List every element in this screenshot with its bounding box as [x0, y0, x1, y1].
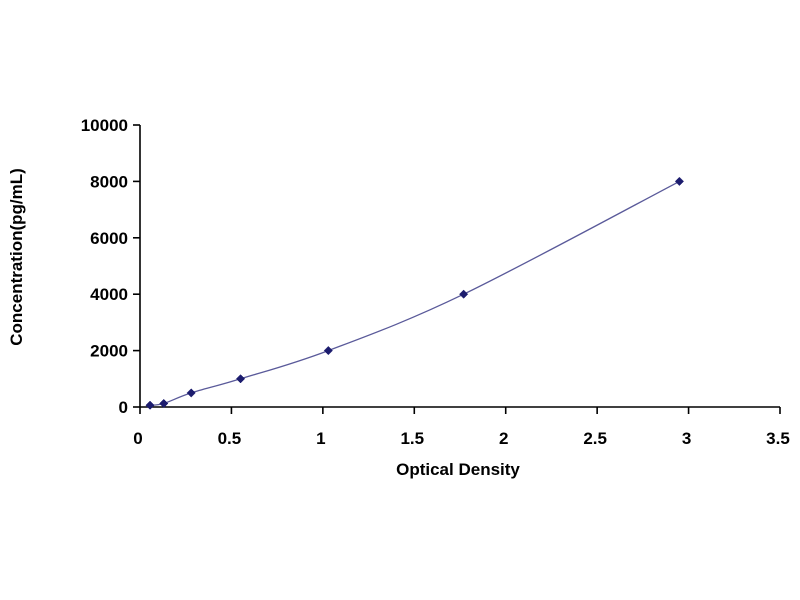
data-point	[236, 374, 246, 384]
data-point	[674, 176, 684, 186]
y-tick-label: 10000	[81, 116, 128, 135]
x-tick-label: 2.5	[583, 429, 607, 448]
data-point	[459, 289, 469, 299]
data-point	[323, 346, 333, 356]
data-point	[145, 400, 155, 410]
y-tick-label: 8000	[90, 172, 128, 191]
y-tick-label: 6000	[90, 229, 128, 248]
data-point	[186, 388, 196, 398]
x-tick-label: 2	[499, 429, 508, 448]
y-tick-label: 0	[119, 398, 128, 417]
x-tick-label: 0	[133, 429, 142, 448]
y-axis-title: Concentration(pg/mL)	[7, 168, 26, 346]
x-tick-label: 3.5	[766, 429, 790, 448]
fit-curve-line	[149, 180, 680, 406]
fit-curve-layer	[149, 180, 680, 406]
x-tick-label: 0.5	[218, 429, 242, 448]
y-tick-label: 4000	[90, 285, 128, 304]
x-tick-label: 3	[682, 429, 691, 448]
x-tick-label: 1.5	[400, 429, 424, 448]
x-tick-label: 1	[316, 429, 325, 448]
y-tick-label: 2000	[90, 342, 128, 361]
data-points-layer	[145, 176, 684, 410]
x-axis-title: Optical Density	[396, 460, 520, 479]
data-point	[159, 398, 169, 409]
axes: 0 2000 4000 6000 8000 10000 0 0.5 1 1.5 2 2.5 3 3.5	[81, 116, 790, 448]
